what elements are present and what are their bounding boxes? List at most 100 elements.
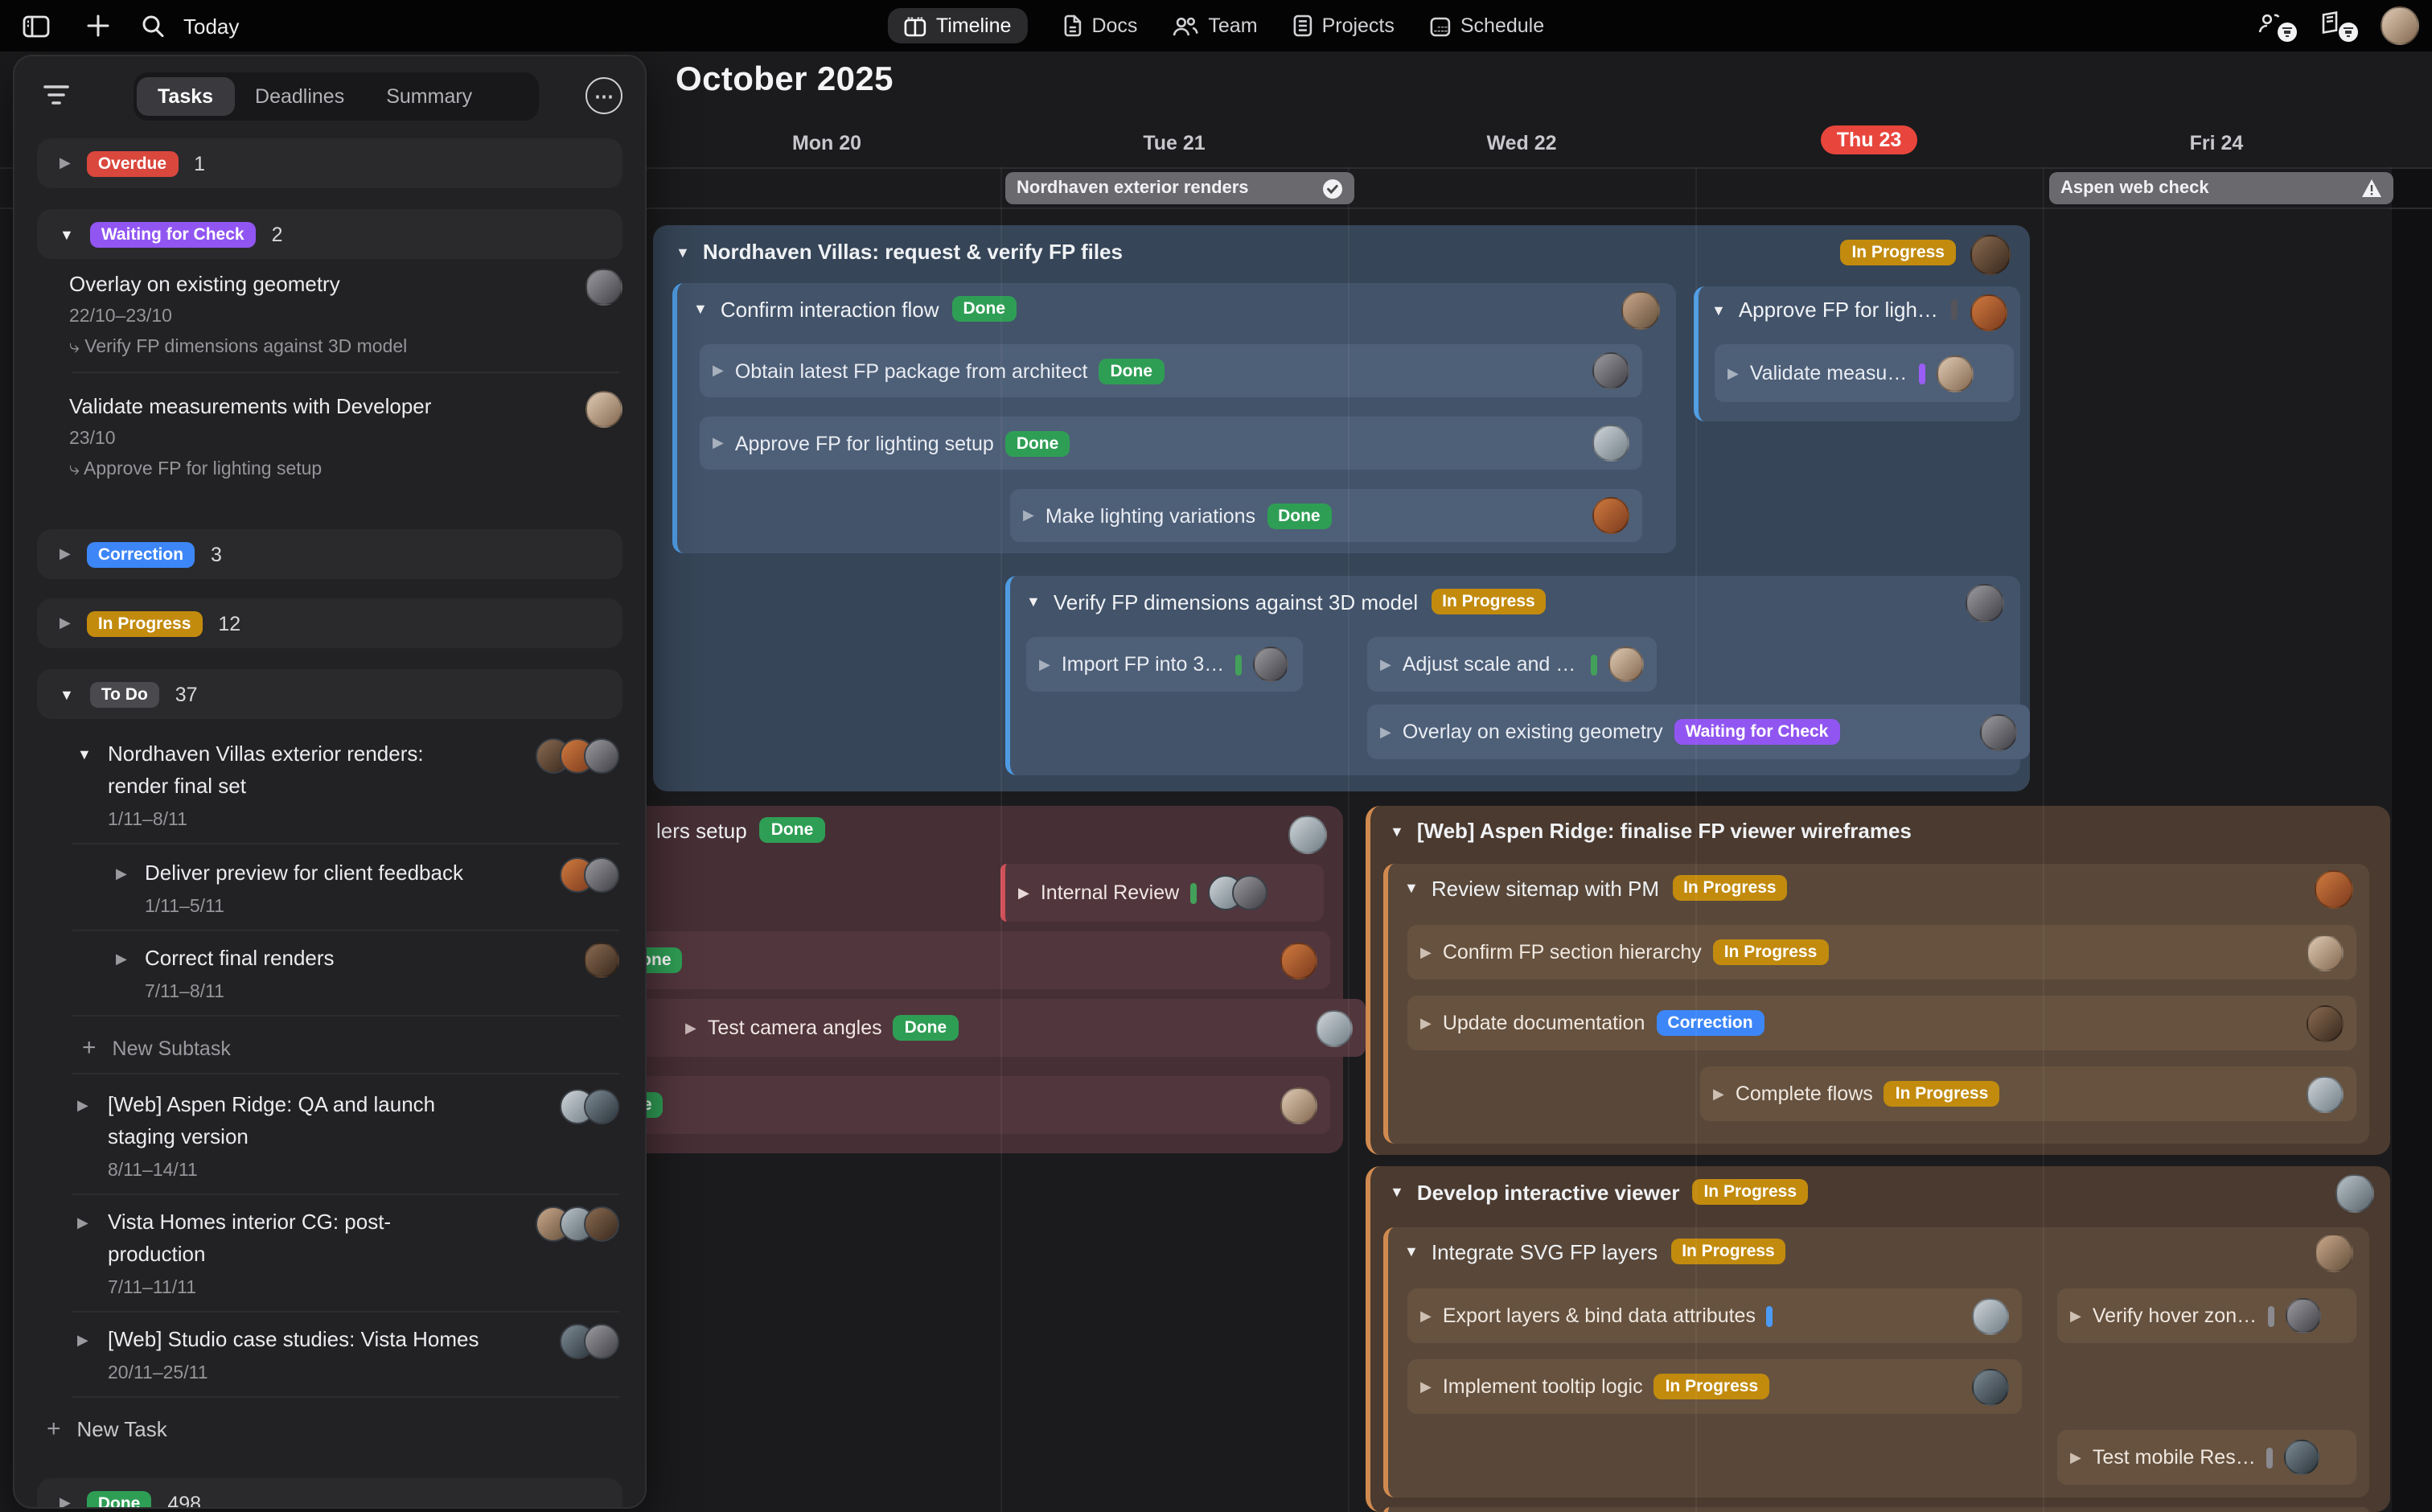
chevron-right-icon[interactable]: ▶: [1713, 1085, 1724, 1101]
subgroup-integrate-svg[interactable]: ▼ Integrate SVG FP layers In Progress ▶ …: [1383, 1227, 2369, 1498]
avatar[interactable]: [584, 943, 619, 978]
avatar[interactable]: [2307, 1005, 2344, 1042]
section-correction[interactable]: ▶ Correction 3: [37, 529, 622, 579]
avatar[interactable]: [2307, 934, 2344, 971]
task-card-verify-hover[interactable]: ▶ Verify hover zon…: [2057, 1288, 2356, 1343]
group-develop-viewer[interactable]: ▼ Develop interactive viewer In Progress…: [1366, 1166, 2390, 1512]
chevron-right-icon[interactable]: ▶: [77, 1214, 88, 1231]
group-renders-setup[interactable]: lers setup Done ▶ Internal Review Done ▶…: [598, 806, 1366, 1153]
task-card-lighting-variations[interactable]: ▶ Make lighting variations Done: [1010, 489, 1642, 542]
tab-team[interactable]: Team: [1173, 14, 1258, 37]
avatar[interactable]: [1232, 875, 1268, 910]
group-header[interactable]: ▼ Develop interactive viewer In Progress: [1390, 1179, 1809, 1205]
avatar[interactable]: [1592, 425, 1629, 462]
ellipsis-icon[interactable]: ⋯: [585, 77, 622, 114]
subgroup-header[interactable]: ▼ Verify FP dimensions against 3D model …: [1026, 589, 1547, 614]
chevron-right-icon[interactable]: ▶: [116, 865, 127, 881]
avatar[interactable]: [1936, 355, 1974, 392]
avatar[interactable]: [2335, 1174, 2374, 1213]
chevron-down-icon[interactable]: ▼: [60, 686, 74, 702]
avatar[interactable]: [2315, 1234, 2353, 1272]
task-item-title[interactable]: Correct final renders: [145, 946, 335, 970]
chevron-down-icon[interactable]: ▼: [1390, 823, 1404, 839]
avatar[interactable]: [2315, 870, 2353, 909]
section-in-progress[interactable]: ▶ In Progress 12: [37, 598, 622, 648]
avatar[interactable]: [2286, 1298, 2322, 1333]
chevron-down-icon[interactable]: ▼: [60, 226, 74, 242]
avatar[interactable]: [1592, 352, 1629, 389]
tab-docs[interactable]: Docs: [1062, 14, 1137, 37]
avatar[interactable]: [1972, 1297, 2009, 1334]
avatar-stack[interactable]: [560, 1089, 619, 1124]
task-card-test-camera-angles[interactable]: ▶ Test camera angles Done: [637, 999, 1366, 1057]
avatar[interactable]: [1316, 1009, 1353, 1046]
task-card-adjust-scale[interactable]: ▶ Adjust scale and or…: [1367, 637, 1657, 692]
section-todo[interactable]: ▼ To Do 37: [37, 669, 622, 719]
task-item-title[interactable]: Nordhaven Villas exterior renders:: [108, 742, 424, 766]
task-card-clipped-1[interactable]: Done: [618, 931, 1330, 989]
chevron-down-icon[interactable]: ▼: [693, 301, 708, 317]
avatar[interactable]: [1280, 942, 1317, 979]
tab-tasks[interactable]: Tasks: [137, 77, 235, 116]
docs-filter-icon[interactable]: [2319, 10, 2358, 42]
subgroup-verify-fp-dimensions[interactable]: ▼ Verify FP dimensions against 3D model …: [1005, 576, 2030, 775]
avatar[interactable]: [1972, 1368, 2009, 1405]
chevron-right-icon[interactable]: ▶: [1018, 884, 1029, 900]
milestone-aspen[interactable]: Aspen web check: [2049, 172, 2393, 204]
avatar[interactable]: [1288, 816, 1327, 854]
subgroup-review-sitemap[interactable]: ▼ Review sitemap with PM In Progress ▶ C…: [1383, 864, 2369, 1144]
avatar[interactable]: [1253, 647, 1289, 682]
subgroup-approve-fp[interactable]: ▼ Approve FP for ligh… ▶ Validate measu…: [1694, 286, 2020, 421]
avatar[interactable]: [1621, 291, 1660, 330]
task-card-approve-lighting[interactable]: ▶ Approve FP for lighting setup Done: [700, 417, 1642, 470]
chevron-right-icon[interactable]: ▶: [2070, 1307, 2081, 1323]
task-card-test-mobile[interactable]: ▶ Test mobile Res…: [2057, 1430, 2356, 1485]
chevron-right-icon[interactable]: ▶: [77, 1097, 88, 1113]
task-item-title2[interactable]: render final set: [108, 774, 246, 798]
avatar[interactable]: [584, 857, 619, 893]
avatar-stack[interactable]: [536, 1206, 619, 1242]
section-done[interactable]: ▶ Done 498: [37, 1478, 622, 1509]
chevron-right-icon[interactable]: ▶: [1420, 943, 1432, 959]
chevron-right-icon[interactable]: ▶: [1380, 655, 1391, 672]
avatar[interactable]: [584, 1206, 619, 1242]
chevron-right-icon[interactable]: ▶: [1420, 1307, 1432, 1323]
task-card-clipped-2[interactable]: Done: [598, 1076, 1330, 1134]
avatar[interactable]: [584, 1089, 619, 1124]
chevron-down-icon[interactable]: ▼: [77, 746, 92, 762]
milestone-nordhaven[interactable]: Nordhaven exterior renders: [1005, 172, 1354, 204]
avatar[interactable]: [1970, 294, 2007, 331]
avatar[interactable]: [1608, 647, 1644, 682]
task-card-fp-hierarchy[interactable]: ▶ Confirm FP section hierarchy In Progre…: [1407, 925, 2356, 980]
avatar-stack[interactable]: [1208, 875, 1268, 910]
chevron-right-icon[interactable]: ▶: [2070, 1448, 2081, 1465]
chevron-right-icon[interactable]: ▶: [1380, 723, 1391, 739]
filter-icon[interactable]: [43, 84, 69, 106]
task-item-title[interactable]: [Web] Studio case studies: Vista Homes: [108, 1327, 479, 1351]
group-header[interactable]: ▼ [Web] Aspen Ridge: finalise FP viewer …: [1390, 819, 1912, 843]
subgroup-header[interactable]: ▼ Review sitemap with PM In Progress: [1404, 875, 1788, 901]
chevron-right-icon[interactable]: ▶: [77, 1332, 88, 1348]
chevron-right-icon[interactable]: ▶: [116, 951, 127, 967]
chevron-right-icon[interactable]: ▶: [1039, 655, 1050, 672]
task-card-complete-flows[interactable]: ▶ Complete flows In Progress: [1700, 1066, 2356, 1121]
new-task-button[interactable]: + New Task: [47, 1415, 167, 1443]
user-avatar[interactable]: [2381, 6, 2419, 45]
chevron-right-icon[interactable]: ▶: [60, 1494, 71, 1509]
today-button[interactable]: Today: [183, 14, 240, 38]
chevron-right-icon[interactable]: ▶: [713, 434, 724, 450]
chevron-right-icon[interactable]: ▶: [60, 614, 71, 631]
task-item-title[interactable]: [Web] Aspen Ridge: QA and launch: [108, 1092, 436, 1116]
new-subtask-button[interactable]: + New Subtask: [82, 1034, 231, 1062]
chevron-right-icon[interactable]: ▶: [60, 154, 71, 171]
tab-timeline[interactable]: Timeline: [887, 8, 1028, 43]
subgroup-confirm-interaction-flow[interactable]: ▼ Confirm interaction flow Done ▶ Obtain…: [672, 283, 1676, 553]
chevron-down-icon[interactable]: ▼: [1026, 594, 1041, 610]
chevron-right-icon[interactable]: ▶: [1023, 507, 1034, 523]
task-item-title[interactable]: Validate measurements with Developer: [69, 394, 432, 418]
plus-icon[interactable]: [87, 0, 109, 51]
group-header[interactable]: lers setup Done: [656, 817, 825, 843]
chevron-down-icon[interactable]: ▼: [676, 244, 690, 260]
group-aspen-wireframes[interactable]: ▼ [Web] Aspen Ridge: finalise FP viewer …: [1366, 806, 2390, 1155]
avatar[interactable]: [1970, 235, 2011, 275]
